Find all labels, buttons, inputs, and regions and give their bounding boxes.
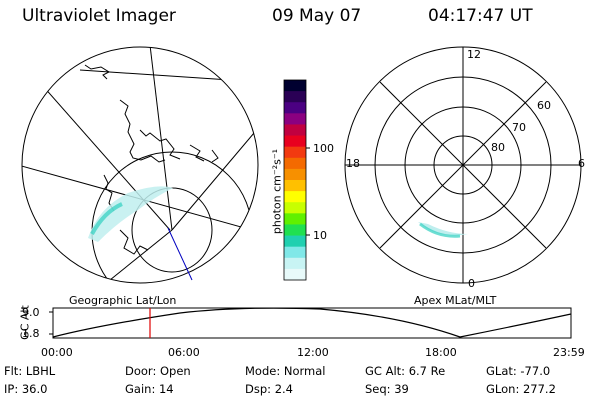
colorbar	[283, 79, 310, 281]
colorbar-segment	[284, 235, 306, 248]
colorbar-segment	[284, 102, 306, 114]
gc-alt-value: 6.7 Re	[408, 364, 446, 378]
colorbar-segment	[284, 202, 306, 214]
door-info: Door: Open	[125, 364, 191, 378]
colorbar-segment	[284, 157, 306, 170]
colorbar-segment	[284, 224, 306, 237]
mode-value: Normal	[283, 364, 326, 378]
colorbar-segment	[284, 213, 306, 225]
altitude-plot	[49, 307, 572, 339]
colorbar-segment	[284, 180, 306, 192]
date-label: 09 May 07	[272, 6, 362, 26]
apex-projection-label: Apex MLat/MLT	[414, 294, 497, 307]
altitude-ytick-1-8: 1.8	[22, 327, 40, 340]
colorbar-segment	[284, 135, 306, 148]
colorbar-segment	[284, 124, 306, 137]
altitude-xtick-1800: 18:00	[425, 346, 457, 359]
dsp-info: Dsp: 2.4	[245, 382, 293, 396]
filter-value: LBHL	[25, 364, 56, 378]
geographic-projection-label: Geographic Lat/Lon	[69, 294, 177, 307]
colorbar-tick-10: 10	[313, 229, 327, 242]
colorbar-tick-100: 100	[313, 142, 334, 155]
altitude-ytick-9: 9.0	[22, 306, 40, 319]
colorbar-segment	[284, 257, 306, 270]
altitude-xtick-0000: 00:00	[41, 346, 73, 359]
glon-info: GLon: 277.2	[486, 382, 556, 396]
glat-info: GLat: -77.0	[486, 364, 551, 378]
colorbar-segment	[284, 146, 306, 159]
colorbar-segment	[284, 80, 306, 92]
colorbar-segment	[284, 246, 306, 259]
ip-value: 36.0	[21, 382, 48, 396]
door-value: Open	[159, 364, 191, 378]
geographic-map	[21, 46, 259, 284]
time-label: 04:17:47 UT	[428, 6, 533, 26]
mlat-label-70: 70	[512, 121, 526, 134]
glat-value: -77.0	[520, 364, 551, 378]
mlt-label-12: 12	[467, 48, 481, 61]
mlat-label-80: 80	[491, 141, 505, 154]
mlt-label-0: 0	[468, 277, 475, 290]
colorbar-segment	[284, 268, 306, 281]
mlat-label-60: 60	[537, 99, 551, 112]
ip-info: IP: 36.0	[4, 382, 48, 396]
magnetic-polar-plot	[344, 46, 582, 284]
gain-info: Gain: 14	[125, 382, 174, 396]
dsp-value: 2.4	[274, 382, 293, 396]
filter-info: Flt: LBHL	[4, 364, 56, 378]
instrument-title: Ultraviolet Imager	[22, 6, 176, 26]
seq-value: 39	[394, 382, 409, 396]
gain-value: 14	[158, 382, 174, 396]
altitude-xtick-2359: 23:59	[553, 346, 585, 359]
gc-alt-info: GC Alt: 6.7 Re	[365, 364, 446, 378]
colorbar-segment	[284, 191, 306, 203]
glon-value: 277.2	[522, 382, 556, 396]
mlt-label-6: 6	[578, 157, 585, 170]
mode-info: Mode: Normal	[245, 364, 326, 378]
altitude-xtick-0600: 06:00	[168, 346, 200, 359]
colorbar-segment	[284, 168, 306, 181]
colorbar-segment	[284, 91, 306, 103]
mlt-label-18: 18	[346, 157, 360, 170]
colorbar-unit-label: photon cm⁻²s⁻¹	[270, 148, 284, 235]
seq-info: Seq: 39	[365, 382, 409, 396]
colorbar-segment	[284, 113, 306, 125]
altitude-xtick-1200: 12:00	[297, 346, 329, 359]
